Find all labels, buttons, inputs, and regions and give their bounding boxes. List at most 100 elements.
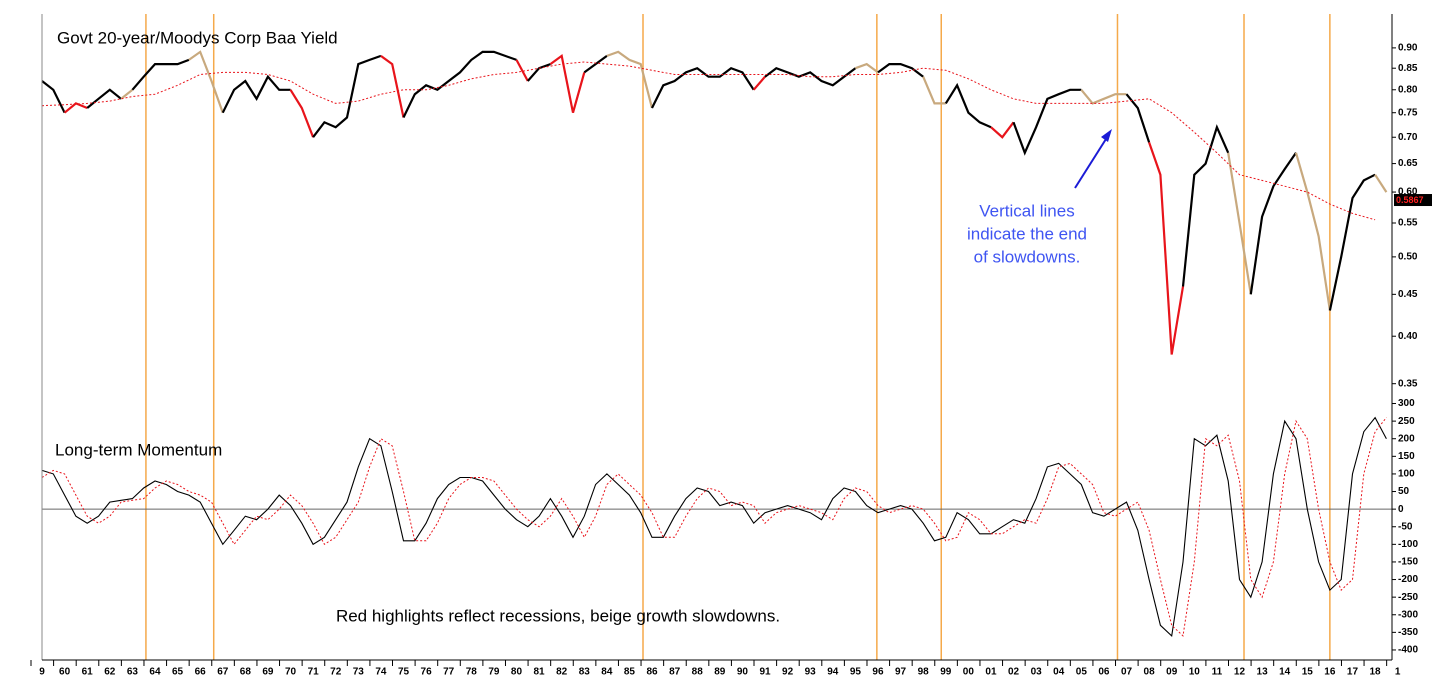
line-piece — [380, 55, 405, 118]
x-tick-label: 08 — [1144, 667, 1156, 678]
y-tick-label: -400 — [1398, 645, 1418, 656]
x-tick-label: 67 — [217, 667, 229, 678]
y-tick-label: -250 — [1398, 592, 1418, 603]
y-tick-label: 250 — [1398, 416, 1415, 427]
y-tick-label: 0.50 — [1398, 252, 1418, 263]
arrow-shaft — [1074, 138, 1107, 189]
line-piece — [289, 89, 315, 138]
x-tick-label: 1 — [1395, 667, 1401, 678]
x-tick-label: 17 — [1347, 667, 1359, 678]
top-title: Govt 20-year/Moodys Corp Baa Yield — [57, 28, 338, 47]
line-piece — [1227, 152, 1252, 295]
x-tick-label: 18 — [1369, 667, 1381, 678]
line-piece — [1080, 89, 1127, 105]
y-tick-label: 150 — [1398, 451, 1415, 462]
x-tick-label: 72 — [330, 667, 342, 678]
x-tick-label: 66 — [195, 667, 207, 678]
line-piece — [752, 75, 766, 91]
x-tick-label: 10 — [1189, 667, 1201, 678]
x-tick-label: 92 — [782, 667, 794, 678]
x-tick-label: 74 — [375, 667, 387, 678]
x-tick-label: 84 — [601, 667, 613, 678]
x-tick-label: 02 — [1008, 667, 1020, 678]
y-tick-label: -350 — [1398, 627, 1418, 638]
line-piece — [1181, 124, 1230, 287]
plot — [41, 50, 1392, 638]
line-piece — [131, 58, 190, 91]
vertical-lines — [145, 14, 1331, 660]
x-tick-label: 61 — [82, 667, 94, 678]
y-tick-label: 0.85 — [1398, 63, 1418, 74]
x-tick-label: 97 — [895, 667, 907, 678]
line-piece — [606, 50, 654, 109]
x-tick-label: 95 — [850, 667, 862, 678]
line-piece — [1125, 93, 1151, 143]
line-piece — [922, 76, 946, 105]
x-tick-label: 75 — [398, 667, 410, 678]
annotation-line: indicate the end — [967, 224, 1087, 243]
x-tick-label: 68 — [240, 667, 252, 678]
y-tick-label: 50 — [1398, 486, 1410, 497]
x-tick-label: 70 — [285, 667, 297, 678]
x-tick-label: 91 — [759, 667, 771, 678]
last-value-label: 0.5867 — [1396, 195, 1424, 205]
y-tick-label: -150 — [1398, 557, 1418, 568]
x-tick-label: 79 — [488, 667, 500, 678]
x-tick-label: 76 — [421, 667, 433, 678]
y-tick-label: 0.75 — [1398, 107, 1418, 118]
x-tick-label: 99 — [940, 667, 952, 678]
y-tick-label: 0.70 — [1398, 132, 1418, 143]
x-tick-label: 78 — [466, 667, 478, 678]
line-piece — [1148, 142, 1185, 355]
x-tick-label: 01 — [985, 667, 997, 678]
x-tick-label: 63 — [127, 667, 139, 678]
x-tick-label: 62 — [104, 667, 116, 678]
x-tick-label: 16 — [1324, 667, 1336, 678]
x-tick-label: 69 — [262, 667, 274, 678]
data-line — [41, 416, 1387, 638]
x-tick-label: 07 — [1121, 667, 1133, 678]
y-tick-label: 0.40 — [1398, 331, 1418, 342]
y-tick-label: 100 — [1398, 469, 1415, 480]
line-piece — [944, 82, 992, 129]
x-tick-label: 09 — [1166, 667, 1178, 678]
line-piece — [402, 50, 517, 118]
x-tick-label: 94 — [827, 667, 839, 678]
x-tick-label: 81 — [534, 667, 546, 678]
line-piece — [651, 66, 755, 109]
line-piece — [1374, 174, 1388, 193]
x-tick-label: 77 — [443, 667, 455, 678]
x-tick-label: 90 — [737, 667, 749, 678]
y-tick-label: -50 — [1398, 521, 1413, 532]
y-tick-label: 0.90 — [1398, 43, 1418, 54]
line-piece — [188, 50, 224, 114]
x-tick-label: 88 — [692, 667, 704, 678]
y-tick-label: 200 — [1398, 433, 1415, 444]
line-piece — [515, 59, 529, 82]
x-tick-label: 06 — [1098, 667, 1110, 678]
y-tick-label: 0 — [1398, 504, 1404, 515]
x-tick-label: 86 — [646, 667, 658, 678]
x-tick-label: 83 — [579, 667, 591, 678]
line-piece — [1249, 152, 1297, 295]
y-tick-label: 0.60 — [1398, 187, 1418, 198]
annotation-line: of slowdowns. — [974, 247, 1081, 266]
y-tick-label: 0.80 — [1398, 84, 1418, 95]
x-tick-label: 04 — [1053, 667, 1065, 678]
line-piece — [764, 66, 857, 87]
x-tick-label: 15 — [1302, 667, 1314, 678]
y-tick-label: -200 — [1398, 574, 1418, 585]
y-tick-label: 0.65 — [1398, 158, 1418, 169]
line-piece — [312, 54, 382, 138]
line-piece — [990, 121, 1015, 139]
y-tick-label: 300 — [1398, 398, 1415, 409]
x-tick-label: 80 — [511, 667, 523, 678]
last-value-tag — [1394, 194, 1432, 207]
x-tick-label: 14 — [1279, 667, 1291, 678]
x-tick-label: 93 — [805, 667, 817, 678]
x-tick-label: 9 — [39, 667, 45, 678]
annotation-line: Vertical lines — [979, 201, 1074, 220]
x-tick-label: 13 — [1257, 667, 1269, 678]
